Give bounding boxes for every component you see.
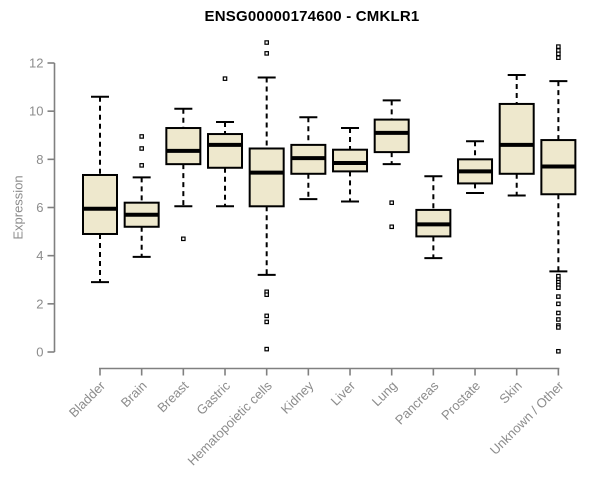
x-tick-label-unknown-other: Unknown / Other (487, 378, 567, 458)
iqr-box (373, 118, 410, 154)
outlier-point (264, 313, 269, 319)
outlier-point (556, 317, 561, 322)
box-lung (373, 99, 410, 230)
box-bladder (82, 95, 118, 284)
outlier-point (556, 285, 561, 290)
outlier-point (264, 346, 269, 352)
iqr-box (498, 102, 535, 175)
y-tick-label: 12 (29, 56, 43, 71)
box-breast (165, 107, 202, 242)
outlier-point (389, 200, 394, 205)
x-tick-label-pancreas: Pancreas (392, 378, 442, 428)
outlier-point (556, 348, 561, 354)
iqr-box (165, 127, 202, 166)
outlier-point (264, 292, 269, 297)
x-tick-label-bladder: Bladder (66, 378, 109, 421)
iqr-box (248, 147, 285, 208)
x-tick-label-lung: Lung (369, 378, 400, 409)
x-tick-label-kidney: Kidney (278, 378, 317, 417)
box-pancreas (415, 175, 452, 260)
box-hematopoietic-cells (248, 40, 285, 352)
outlier-point (556, 294, 561, 299)
outlier-point (139, 146, 144, 151)
box-brain (123, 134, 160, 258)
iqr-box (207, 133, 244, 169)
outlier-point (556, 55, 561, 61)
x-tick-label-brain: Brain (118, 378, 150, 410)
box-prostate (457, 140, 494, 195)
y-tick-label: 10 (29, 104, 43, 119)
x-tick-label-prostate: Prostate (438, 378, 483, 423)
outlier-point (556, 273, 561, 279)
y-tick-label: 2 (36, 296, 43, 311)
outlier-point (222, 76, 228, 81)
iqr-box (332, 148, 369, 173)
box-skin (498, 74, 535, 197)
box-liver (332, 127, 369, 203)
outlier-point (139, 134, 144, 139)
outlier-point (556, 325, 561, 330)
iqr-box (82, 173, 118, 235)
outlier-point (389, 224, 394, 230)
outlier-point (139, 163, 144, 168)
x-tick-label-liver: Liver (328, 378, 359, 409)
box-kidney (290, 116, 327, 201)
box-unknown-other (540, 44, 577, 354)
x-tick-label-breast: Breast (154, 378, 191, 415)
y-tick-label: 4 (36, 248, 43, 263)
x-tick-label-skin: Skin (496, 378, 524, 406)
box-gastric (207, 76, 244, 208)
outlier-point (556, 310, 561, 316)
outlier-point (181, 236, 186, 242)
y-tick-label: 0 (36, 345, 43, 360)
outlier-point (264, 51, 269, 56)
chart-title: ENSG00000174600 - CMKLR1 (204, 8, 420, 25)
y-axis: 0 2 4 6 8 10 12 (29, 56, 56, 360)
outlier-point (556, 44, 561, 49)
outlier-point (556, 51, 561, 57)
y-tick-label: 8 (36, 152, 43, 167)
outlier-point (556, 301, 561, 307)
outlier-point (264, 40, 269, 45)
x-tick-label-gastric: Gastric (193, 378, 233, 418)
outlier-point (264, 319, 269, 325)
y-tick-label: 6 (36, 200, 43, 215)
